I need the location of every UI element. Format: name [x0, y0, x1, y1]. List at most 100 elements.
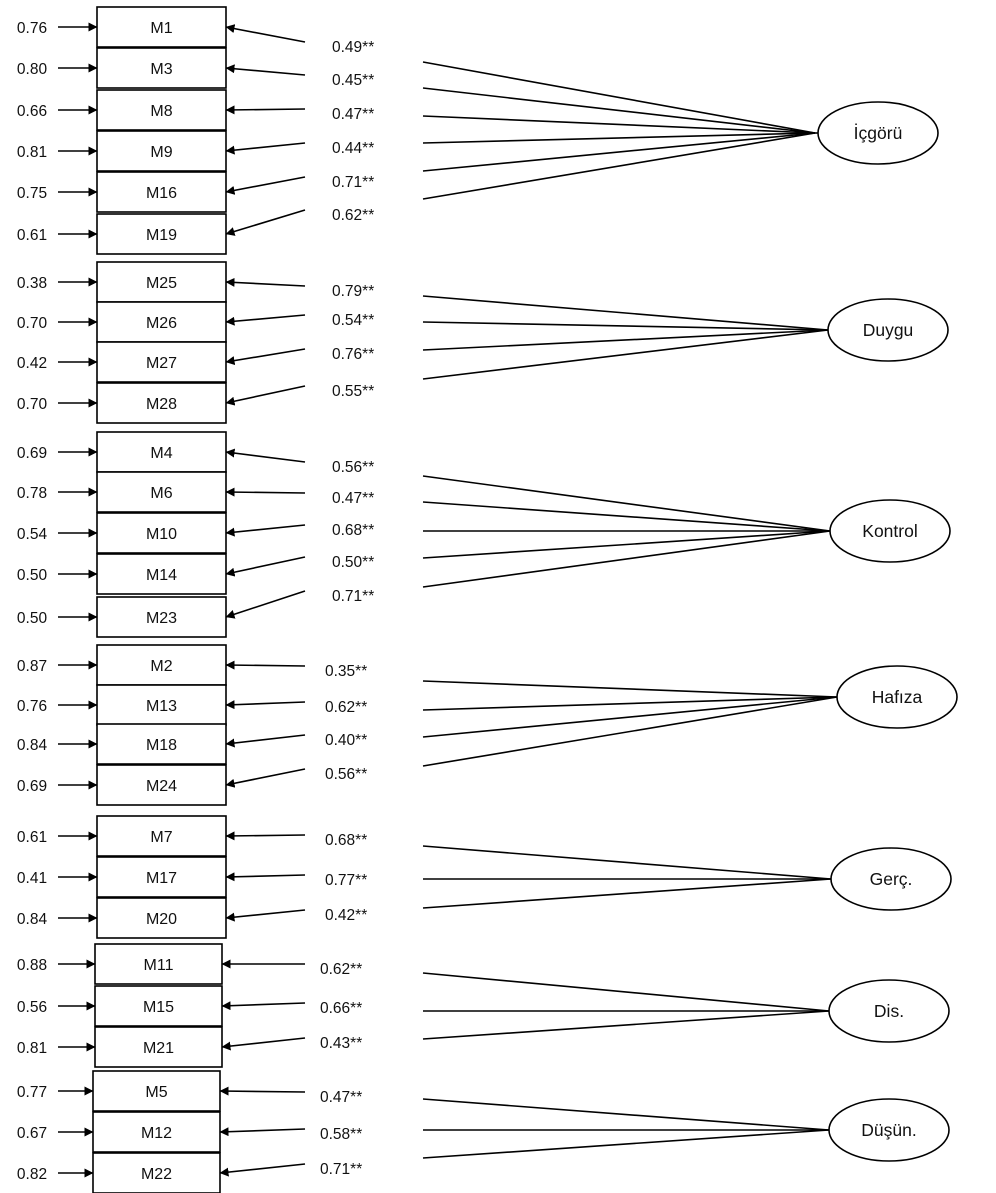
indicator-m15-label: M15 — [143, 999, 174, 1016]
error-m5-value: 0.77 — [17, 1084, 47, 1101]
error-m1-value: 0.76 — [17, 20, 47, 37]
indicator-m28-label: M28 — [146, 396, 177, 413]
path-m2-to-hafiza — [422, 680, 838, 698]
loading-m28-value: 0.55** — [332, 383, 374, 400]
loading-m13-arrow — [225, 700, 306, 710]
indicator-m16-box — [96, 171, 227, 213]
error-m15-value: 0.56 — [17, 999, 47, 1016]
indicator-m4-box — [96, 431, 227, 473]
loading-m4-value: 0.56** — [332, 459, 374, 476]
indicator-m4-label: M4 — [150, 445, 172, 462]
loading-m17-arrow — [225, 872, 306, 882]
loading-m23-arrow — [225, 590, 306, 619]
loading-m3-arrow — [225, 64, 306, 76]
error-m28-value: 0.70 — [17, 396, 48, 413]
loading-m16-value: 0.71** — [332, 174, 374, 191]
indicator-m21-label: M21 — [143, 1040, 174, 1057]
indicator-m20-box — [96, 897, 227, 939]
indicator-m26-box — [96, 301, 227, 343]
loading-m22-arrow — [219, 1163, 306, 1177]
error-m4-value: 0.69 — [17, 445, 47, 462]
indicator-m12-box — [92, 1111, 221, 1153]
indicator-m14-box — [96, 553, 227, 595]
path-m14-to-kontrol — [422, 530, 831, 559]
loading-m5-value: 0.47** — [320, 1089, 362, 1106]
indicator-m23-box — [96, 596, 227, 638]
indicator-m8-label: M8 — [150, 103, 172, 120]
loading-m16-arrow — [225, 176, 306, 195]
indicator-m18-box — [96, 723, 227, 765]
loading-m4-arrow — [225, 448, 306, 463]
loading-m2-value: 0.35** — [325, 663, 367, 680]
loading-m10-value: 0.68** — [332, 522, 374, 539]
factor-duygu-label: Duygu — [863, 320, 914, 340]
error-m8-value: 0.66 — [17, 103, 47, 120]
indicator-m6-label: M6 — [150, 485, 172, 502]
error-m6-value: 0.78 — [17, 485, 47, 502]
loading-m13-value: 0.62** — [325, 699, 367, 716]
loading-m18-value: 0.40** — [325, 732, 367, 749]
loading-m8-value: 0.47** — [332, 106, 374, 123]
factor-dusun-label: Düşün. — [861, 1120, 916, 1140]
indicator-m19-box — [96, 213, 227, 255]
indicator-m3-label: M3 — [150, 61, 172, 78]
error-m23-value: 0.50 — [17, 610, 48, 627]
indicator-m18-label: M18 — [146, 737, 177, 754]
indicator-m5-label: M5 — [145, 1084, 167, 1101]
indicator-m22-box — [92, 1152, 221, 1193]
path-m28-to-duygu — [422, 329, 829, 380]
loading-m8-arrow — [225, 105, 306, 115]
error-m3-value: 0.80 — [17, 61, 48, 78]
loading-m18-arrow — [225, 734, 306, 748]
indicator-m7-box — [96, 815, 227, 857]
connector-layer — [58, 22, 838, 1178]
indicator-m7-label: M7 — [150, 829, 172, 846]
loading-m10-arrow — [225, 524, 306, 537]
path-m8-to-icgoru — [422, 115, 816, 134]
error-m22-value: 0.82 — [17, 1166, 47, 1183]
path-m24-to-hafiza — [422, 696, 838, 767]
path-m23-to-kontrol — [422, 530, 831, 588]
loading-m5-arrow — [219, 1086, 306, 1096]
error-m27-value: 0.42 — [17, 355, 47, 372]
indicator-m2-box — [96, 644, 227, 686]
factor-hafiza-label: Hafıza — [872, 687, 923, 707]
indicator-m17-label: M17 — [146, 870, 177, 887]
error-m2-value: 0.87 — [17, 658, 47, 675]
indicator-m14-label: M14 — [146, 567, 177, 584]
error-m26-value: 0.70 — [17, 315, 48, 332]
loading-m11-value: 0.62** — [320, 961, 362, 978]
factor-dis-label: Dis. — [874, 1001, 904, 1021]
loading-m17-value: 0.77** — [325, 872, 367, 889]
error-m24-value: 0.69 — [17, 778, 47, 795]
error-m13-value: 0.76 — [17, 698, 47, 715]
error-m14-value: 0.50 — [17, 567, 48, 584]
indicator-m3-box — [96, 47, 227, 89]
error-m7-value: 0.61 — [17, 829, 47, 846]
error-m18-value: 0.84 — [17, 737, 48, 754]
loading-m19-arrow — [225, 209, 306, 236]
indicator-m19-label: M19 — [146, 227, 177, 244]
path-m25-to-duygu — [422, 295, 829, 331]
path-m20-to-gerc — [422, 878, 832, 909]
indicator-m27-label: M27 — [146, 355, 177, 372]
factor-kontrol-label: Kontrol — [862, 521, 917, 541]
indicator-m28-box — [96, 382, 227, 424]
indicator-m23-label: M23 — [146, 610, 177, 627]
factor-gerc-ellipse — [830, 847, 952, 911]
factor-icgoru-ellipse — [817, 101, 939, 165]
indicator-m11-box — [94, 943, 223, 985]
indicator-m13-box — [96, 684, 227, 726]
node-layer — [92, 6, 958, 1193]
factor-dis-ellipse — [828, 979, 950, 1043]
path-m18-to-hafiza — [422, 696, 838, 738]
loading-m3-value: 0.45** — [332, 72, 374, 89]
loading-m12-arrow — [219, 1127, 306, 1137]
loading-m27-value: 0.76** — [332, 346, 374, 363]
loading-m1-value: 0.49** — [332, 39, 374, 56]
path-m22-to-dusun — [422, 1129, 830, 1159]
loading-m15-value: 0.66** — [320, 1000, 362, 1017]
error-m16-value: 0.75 — [17, 185, 47, 202]
loading-m2-arrow — [225, 660, 306, 670]
